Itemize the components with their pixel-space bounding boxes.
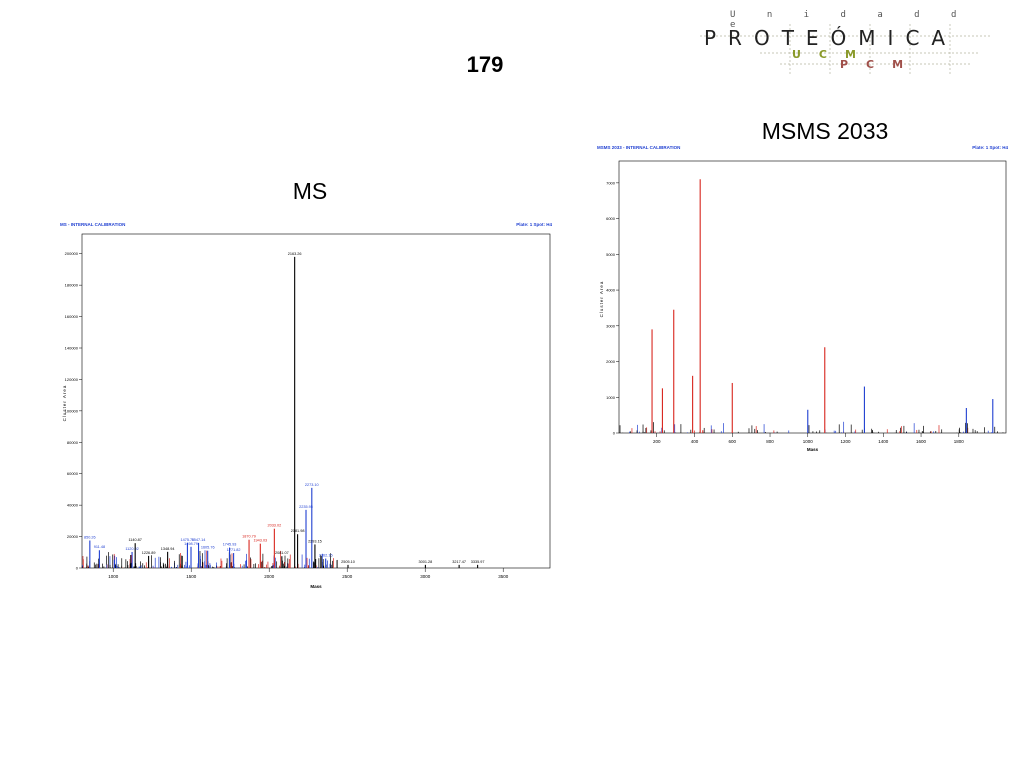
ms-peak-label: 3001.28 (419, 560, 433, 564)
msms-x-tick-label: 1000 (803, 439, 814, 444)
ms-peak-label: 1348.94 (161, 547, 175, 551)
ms-y-tick-label: 40000 (67, 503, 79, 508)
msms-heading: MSMS 2033 (761, 118, 889, 144)
logo-unidad-de: U n i d a d d e (730, 10, 970, 30)
msms-x-tick-label: 1800 (954, 439, 965, 444)
msms-y-tick-label: 4000 (606, 288, 616, 293)
ms-peak-label: 2181.98 (291, 529, 305, 533)
ms-y-tick-label: 60000 (67, 471, 79, 476)
ms-peak-label: 1605.76 (201, 546, 215, 550)
ms-peak-label: 1475.79 (181, 538, 195, 542)
ms-x-tick-label: 2000 (264, 574, 275, 579)
msms-x-axis-label: Mass (807, 447, 819, 452)
ms-peak-label: 1226.89 (142, 551, 156, 555)
msms-x-tick-label: 1200 (841, 439, 852, 444)
slide-number: 179 (466, 52, 504, 77)
msms-y-axis-label: Cluster Area (599, 281, 604, 318)
ms-y-tick-label: 120000 (65, 377, 79, 382)
ms-peak-label: 1870.79 (242, 535, 256, 539)
ms-y-tick-label: 100000 (65, 408, 79, 413)
msms-chart-subtitle: Plate: 1 Spot: H4 (972, 145, 1008, 150)
msms-x-tick-label: 200 (653, 439, 661, 444)
msms-plot-frame (618, 160, 1007, 434)
ms-y-tick-label: 180000 (65, 283, 79, 288)
logo-ucm: UCM (792, 48, 874, 61)
ms-x-tick-label: 3000 (420, 574, 431, 579)
ms-peak-label: 1943.03 (253, 539, 267, 543)
ms-spectrum-chart: MS - INTERNAL CALIBRATION Plate: 1 Spot: … (58, 220, 554, 590)
msms-y-tick-label: 5000 (606, 252, 616, 257)
ms-peak-label: 1120.92 (125, 547, 138, 551)
ms-y-tick-label: 80000 (67, 440, 79, 445)
ms-peak-label: 1771.82 (227, 548, 241, 552)
msms-y-tick-label: 6000 (606, 216, 616, 221)
logo-proteomica: PROTEÓMICA (704, 26, 958, 50)
ms-peak-label: 2081.07 (275, 551, 289, 555)
ms-x-axis-label: Mass (310, 584, 322, 589)
proteomica-logo: U n i d a d d e PROTEÓMICA UCM PCM (700, 8, 990, 78)
ms-y-tick-label: 140000 (65, 346, 79, 351)
ms-peak-label: 911.48 (94, 545, 105, 549)
msms-x-tick-label: 800 (766, 439, 774, 444)
ms-y-tick-label: 200000 (65, 251, 79, 256)
msms-x-tick-label: 1600 (916, 439, 927, 444)
msms-y-tick-label: 1000 (606, 395, 616, 400)
msms-y-tick-label: 3000 (606, 323, 616, 328)
ms-peak-label: 1745.93 (223, 543, 237, 547)
ms-peak-label: 2273.10 (305, 483, 319, 487)
msms-y-tick-label: 0 (613, 431, 616, 436)
msms-chart-title: MSMS 2033 - INTERNAL CALIBRATION (597, 145, 680, 150)
ms-x-tick-label: 1000 (108, 574, 119, 579)
ms-peak-label: 2293.15 (308, 539, 322, 543)
ms-peak-label: 2235.95 (299, 505, 313, 509)
ms-x-tick-label: 2500 (342, 574, 353, 579)
msms-y-tick-label: 7000 (606, 180, 616, 185)
ms-peak-label: 1140.87 (128, 538, 141, 542)
ms-peak-label: 2505.10 (341, 560, 355, 564)
logo-pcm: PCM (840, 58, 922, 71)
ms-peak-label: 850.26 (84, 536, 96, 540)
msms-x-tick-label: 400 (691, 439, 699, 444)
ms-plot-frame (81, 233, 551, 569)
msms-x-tick-label: 1400 (878, 439, 889, 444)
ms-heading: MS (292, 178, 328, 204)
logo-grid-lines (700, 24, 990, 76)
ms-peak-label: 3217.47 (452, 560, 466, 564)
msms-y-tick-label: 2000 (606, 359, 616, 364)
ms-x-tick-label: 1500 (186, 574, 197, 579)
ms-peak-label: 2163.26 (288, 252, 302, 256)
msms-x-tick-label: 600 (729, 439, 737, 444)
ms-peak-label: 2362.15 (319, 554, 333, 558)
ms-y-tick-label: 0 (76, 566, 79, 571)
ms-chart-subtitle: Plate: 1 Spot: H4 (516, 222, 552, 227)
ms-y-tick-label: 20000 (67, 534, 79, 539)
ms-y-axis-label: Cluster Area (62, 385, 67, 422)
ms-peak-label: 1547.14 (192, 538, 206, 542)
ms-y-tick-label: 160000 (65, 314, 79, 319)
msms-spectrum-chart: MSMS 2033 - INTERNAL CALIBRATION Plate: 1… (595, 143, 1010, 453)
ms-peak-label: 1498.79 (184, 542, 198, 546)
ms-peak-label: 3335.97 (471, 560, 485, 564)
ms-chart-title: MS - INTERNAL CALIBRATION (60, 222, 125, 227)
ms-peak-label: 2033.02 (267, 524, 281, 528)
ms-x-tick-label: 3500 (498, 574, 509, 579)
